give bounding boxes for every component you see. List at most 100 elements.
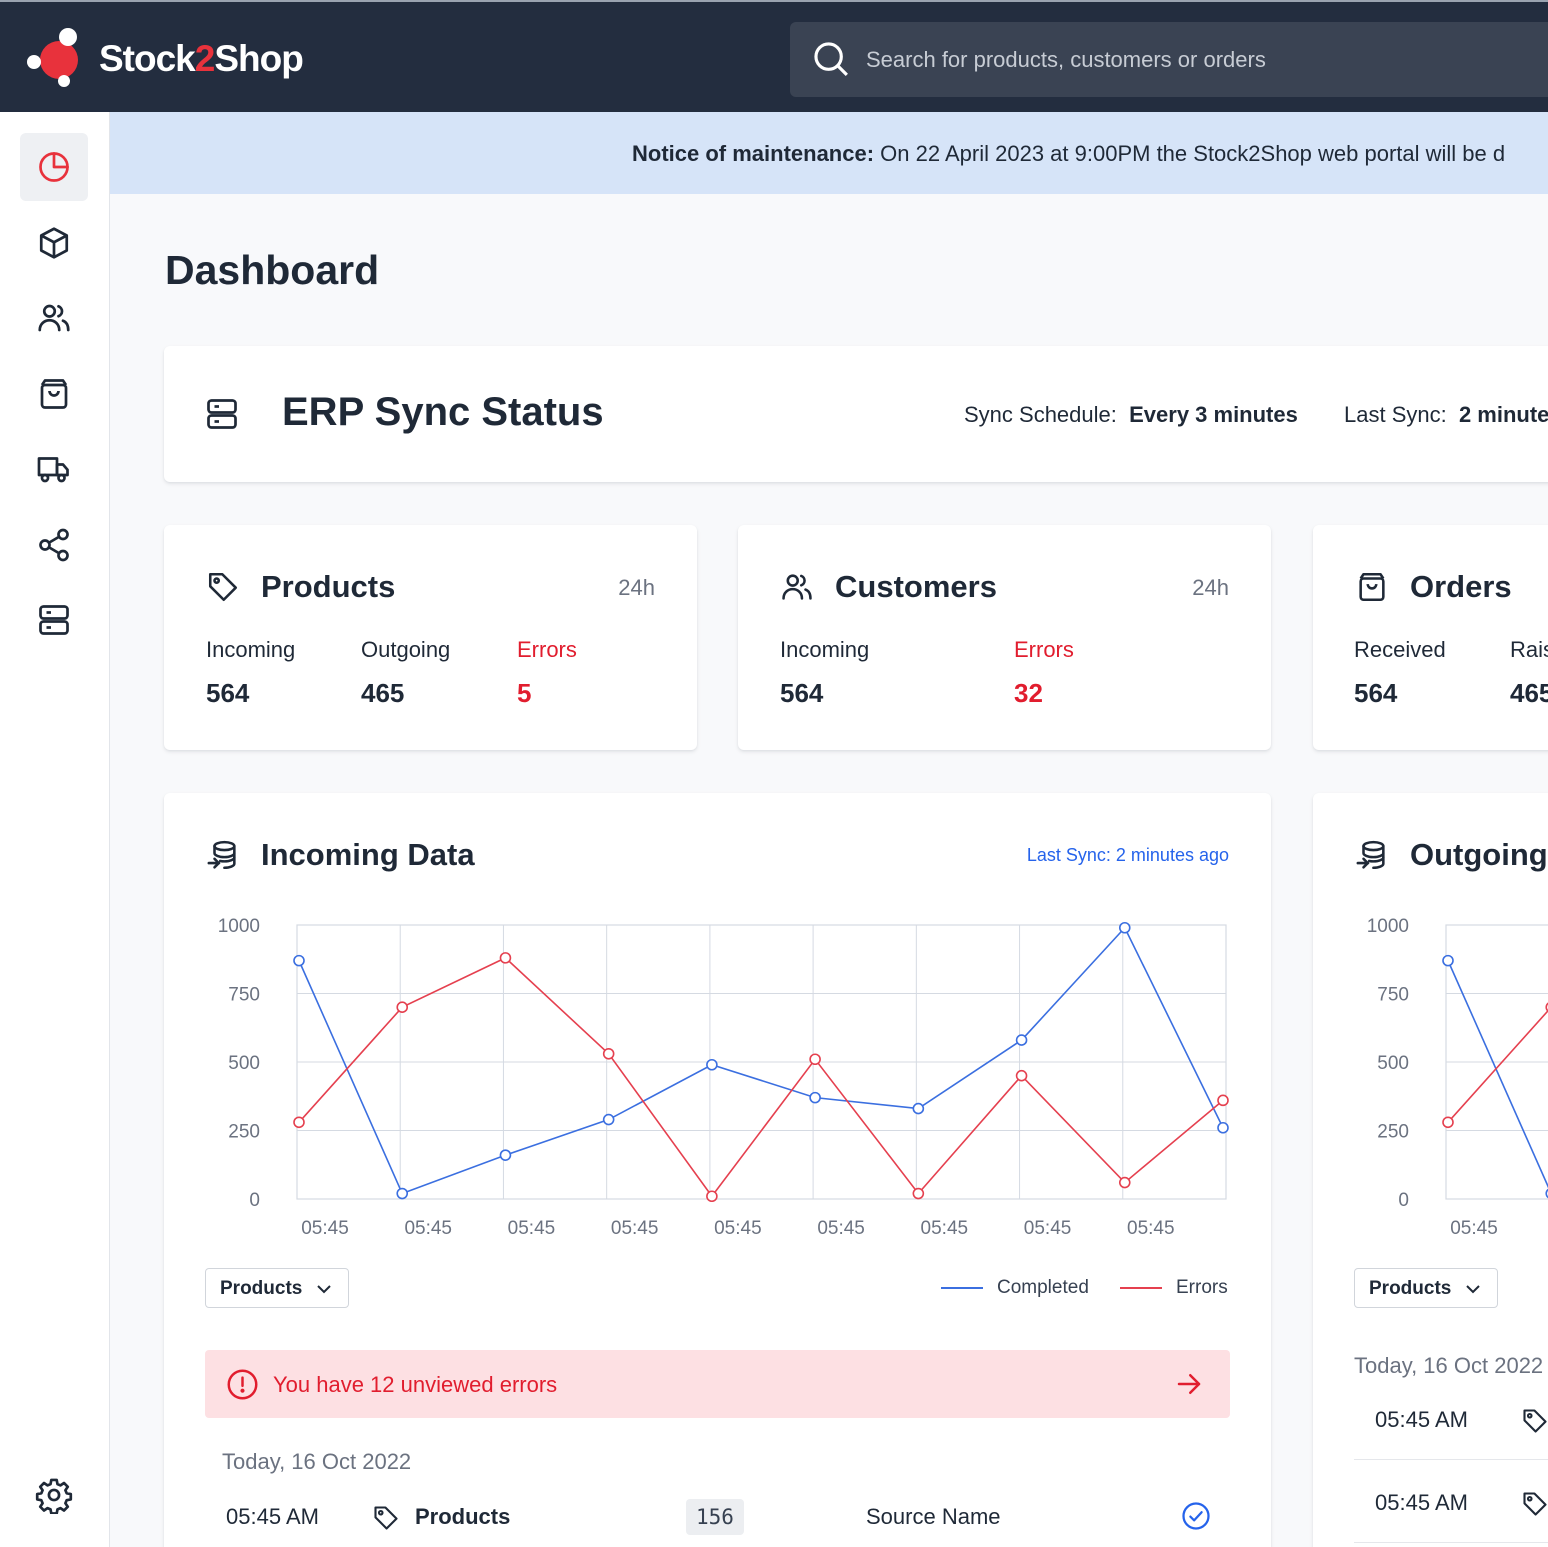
log-time: 05:45 AM (1375, 1407, 1468, 1432)
products-errors-label: Errors (517, 637, 577, 662)
incoming-data-title: Incoming Data (261, 837, 475, 872)
top-bar: Stock2Shop (0, 0, 1548, 112)
incoming-last-sync[interactable]: Last Sync: 2 minutes ago (1026, 845, 1229, 865)
search-input[interactable] (866, 42, 1526, 78)
sync-schedule-label: Sync Schedule: (964, 402, 1117, 427)
tag-icon (208, 572, 238, 602)
y-tick-label: 250 (228, 1122, 260, 1143)
alert-circle-icon (227, 1369, 258, 1400)
legend-errors: Errors (1120, 1277, 1228, 1299)
chevron-down-icon (317, 1285, 331, 1294)
outgoing-dropdown-value: Products (1369, 1278, 1452, 1299)
sidebar (0, 112, 110, 1547)
tag-icon (374, 1506, 398, 1530)
products-title: Products (261, 569, 396, 604)
brand-part-stock: Stock (99, 38, 196, 79)
chevron-down-icon (1466, 1285, 1480, 1294)
products-outgoing-value: 465 (361, 678, 405, 708)
x-tick-label: 05:45 (817, 1218, 865, 1239)
brand-part-2: 2 (194, 38, 216, 79)
orders-stat-card[interactable]: Orders Received 564 Rais 465 (1313, 525, 1548, 750)
customers-incoming-label: Incoming (780, 637, 870, 662)
sidebar-item-customers[interactable] (20, 284, 88, 352)
products-errors-value: 5 (517, 678, 532, 708)
sidebar-item-products[interactable] (20, 209, 88, 277)
x-tick-label: 05:45 (1127, 1218, 1175, 1239)
data-point-errors (1217, 1094, 1229, 1107)
data-point-errors (293, 1116, 305, 1129)
series-line-completed (1447, 960, 1548, 1189)
sidebar-item-fulfillments[interactable] (20, 435, 88, 503)
users-icon (782, 574, 812, 600)
legend-completed-label: Completed (997, 1277, 1089, 1298)
outgoing-type-dropdown[interactable]: Products (1354, 1268, 1498, 1308)
log-source-name: Source Name (866, 1504, 1001, 1529)
legend-completed-swatch (941, 1286, 983, 1289)
data-point-completed (1442, 954, 1454, 967)
orders-received-value: 564 (1354, 678, 1398, 708)
tag-icon (1523, 1492, 1547, 1516)
x-tick-label: 05:45 (1024, 1218, 1072, 1239)
unviewed-errors-alert[interactable]: You have 12 unviewed errors (205, 1350, 1230, 1418)
erp-sync-title: ERP Sync Status (282, 390, 604, 434)
sync-schedule: Sync Schedule: Every 3 minutes (964, 402, 1298, 428)
customers-stat-card[interactable]: Customers 24h Incoming 564 Errors 32 (738, 525, 1271, 750)
notice-text: Notice of maintenance: On 22 April 2023 … (632, 141, 1505, 167)
log-type: Products (415, 1504, 511, 1529)
sidebar-item-dashboard[interactable] (20, 133, 88, 201)
incoming-date-group: Today, 16 Oct 2022 (222, 1449, 412, 1474)
incoming-type-dropdown[interactable]: Products (205, 1268, 349, 1308)
y-tick-label: 500 (228, 1053, 260, 1074)
sidebar-item-channels[interactable] (20, 511, 88, 579)
tag-icon (1523, 1409, 1547, 1433)
incoming-dropdown-value: Products (220, 1278, 303, 1299)
data-point-errors (602, 1047, 615, 1060)
incoming-data-panel: Incoming Data Last Sync: 2 minutes ago 0… (164, 793, 1271, 1547)
stock2shop-logo[interactable] (24, 24, 86, 90)
data-point-completed (706, 1058, 718, 1071)
customers-incoming-value: 564 (780, 678, 824, 708)
server-icon (39, 605, 69, 635)
pie-chart-icon (39, 152, 69, 182)
brand-name: Stock2Shop (99, 38, 304, 80)
truck-icon (37, 457, 69, 483)
sidebar-item-sources[interactable] (20, 586, 88, 654)
server-icon (207, 399, 237, 429)
shopping-bag-icon (1359, 572, 1385, 602)
customers-errors-label: Errors (1014, 637, 1074, 662)
incoming-log-row[interactable]: 05:45 AM Products 156 Source Name (226, 1496, 1226, 1536)
sync-schedule-value: Every 3 minutes (1129, 402, 1298, 427)
data-point-completed (602, 1113, 615, 1126)
search-bar[interactable] (790, 22, 1548, 97)
series-line-errors (298, 956, 1224, 1198)
products-incoming-label: Incoming (206, 637, 296, 662)
share-icon (39, 528, 69, 562)
orders-raised-value: 465 (1510, 678, 1548, 708)
outgoing-data-title: Outgoing (1410, 837, 1548, 872)
data-point-completed (1217, 1121, 1229, 1134)
x-tick-label: 05:45 (301, 1218, 349, 1239)
customers-title: Customers (835, 569, 997, 604)
orders-raised-label: Rais (1510, 637, 1548, 662)
series-line-completed (298, 926, 1224, 1195)
legend-errors-label: Errors (1176, 1277, 1228, 1298)
gear-icon[interactable] (35, 1476, 73, 1514)
y-tick-label: 1000 (218, 916, 260, 937)
sidebar-item-orders[interactable] (20, 360, 88, 428)
outgoing-log-row[interactable]: 05:45 AM (1375, 1399, 1548, 1439)
data-point-errors (809, 1053, 821, 1066)
outgoing-log-row[interactable]: 05:45 AM (1375, 1482, 1548, 1522)
search-icon (814, 42, 848, 76)
unviewed-errors-text: You have 12 unviewed errors (273, 1372, 558, 1397)
shopping-bag-icon (40, 379, 68, 409)
x-tick-label: 05:45 (921, 1218, 969, 1239)
products-stat-card[interactable]: Products 24h Incoming 564 Outgoing 465 E… (164, 525, 697, 750)
series-line-errors (1447, 1009, 1548, 1123)
last-sync-value: 2 minute (1458, 402, 1548, 427)
x-tick-label: 05:45 (404, 1218, 452, 1239)
notice-message: On 22 April 2023 at 9:00PM the Stock2Sho… (880, 141, 1506, 166)
data-point-errors (499, 952, 512, 964)
data-point-completed (396, 1187, 409, 1200)
outgoing-data-panel: Outgoing 0 250 500 750 1000 05:45 Products To… (1313, 793, 1548, 1547)
data-point-completed (499, 1149, 512, 1161)
